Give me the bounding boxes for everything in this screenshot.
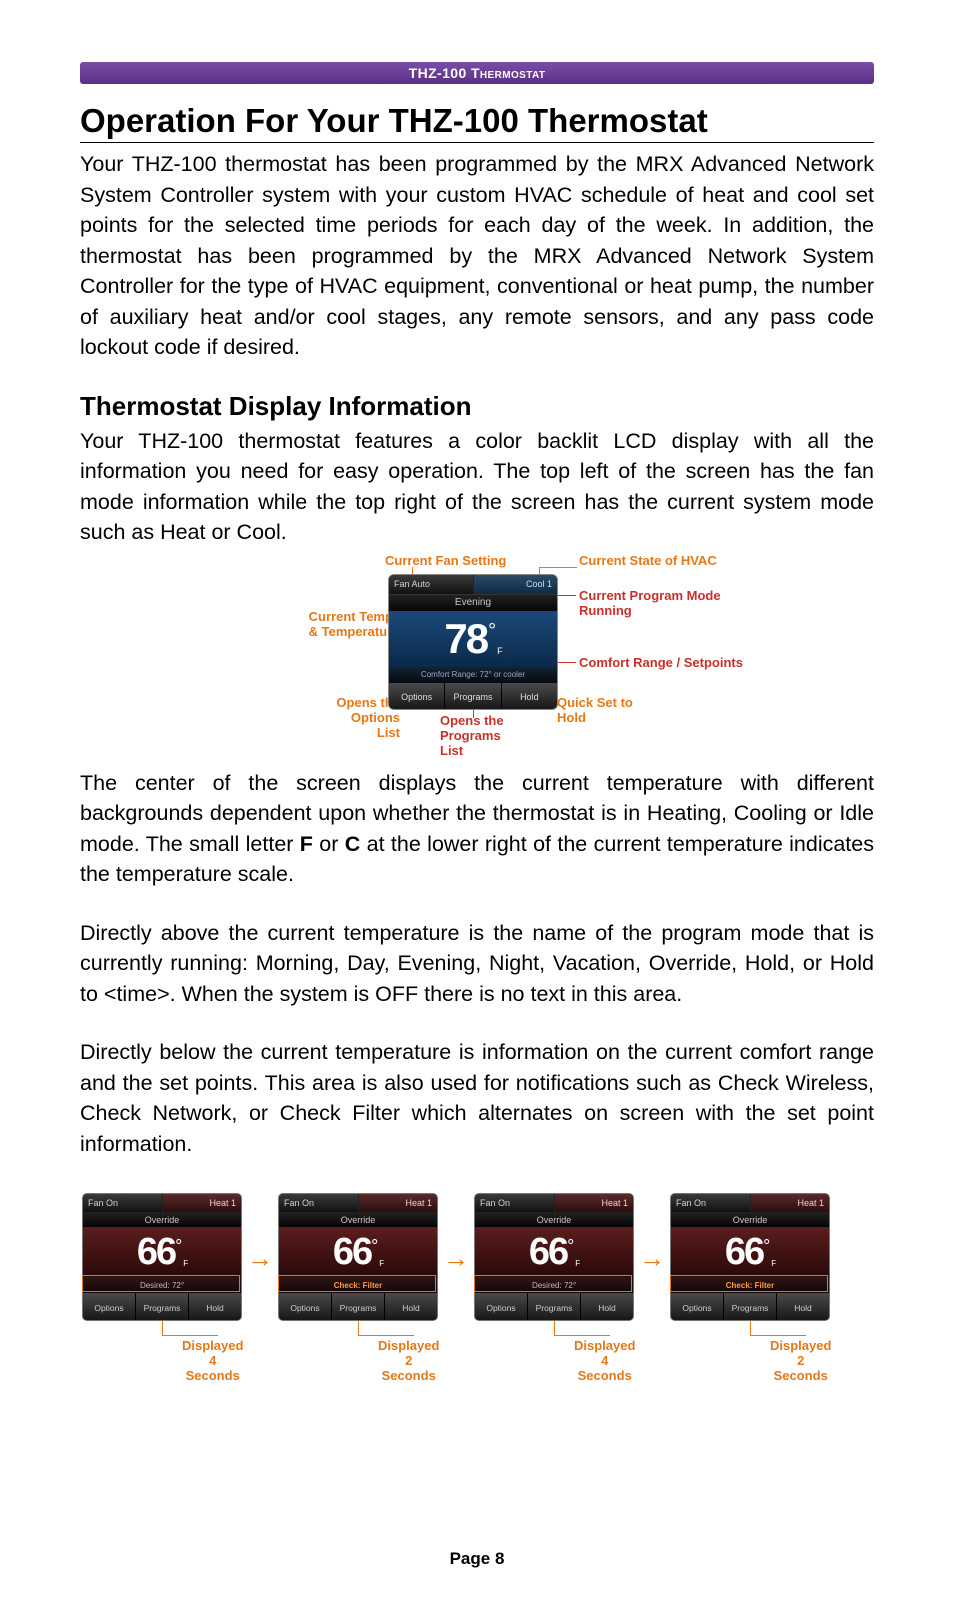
arrow-icon: →: [242, 1243, 278, 1274]
mini-btn-options[interactable]: Options: [671, 1293, 724, 1321]
thermo-btn-programs[interactable]: Programs: [445, 683, 501, 710]
mini4-mode: Heat 1: [750, 1194, 830, 1212]
thermo-btn-options[interactable]: Options: [389, 683, 445, 710]
mini-btn-programs[interactable]: Programs: [528, 1293, 581, 1321]
para-temp-display: The center of the screen displays the cu…: [80, 768, 874, 890]
thermo-temp-display: 78°F: [389, 611, 557, 667]
page-title: Operation For Your THZ-100 Thermostat: [80, 102, 874, 143]
mini-btn-hold[interactable]: Hold: [385, 1293, 437, 1321]
mini-btn-hold[interactable]: Hold: [189, 1293, 241, 1321]
para-program-mode: Directly above the current temperature i…: [80, 918, 874, 1010]
mini1-temp: 66°F: [83, 1227, 241, 1277]
mini-btn-programs[interactable]: Programs: [136, 1293, 189, 1321]
mini2-comfort: Check: Filter: [279, 1277, 437, 1293]
header-band: THZ-100 Thermostat: [80, 62, 874, 84]
mini2-duration: Displayed2 Seconds: [378, 1339, 439, 1384]
arrow-icon: →: [438, 1243, 474, 1274]
mini3-duration: Displayed4 Seconds: [574, 1339, 635, 1384]
mini4-comfort: Check: Filter: [671, 1277, 829, 1293]
mini4-program: Override: [671, 1212, 829, 1227]
thermostat-alternating-diagram: Fan On Heat 1 Override 66°F Desired: 72°…: [82, 1193, 872, 1393]
mini1-fan: Fan On: [83, 1194, 162, 1212]
thermo-btn-hold[interactable]: Hold: [502, 683, 557, 710]
mini2-fan: Fan On: [279, 1194, 358, 1212]
mini-panel-2: Fan On Heat 1 Override 66°F Check: Filte…: [278, 1193, 438, 1321]
thermo-comfort-range: Comfort Range: 72° or cooler: [389, 667, 557, 683]
mini4-fan: Fan On: [671, 1194, 750, 1212]
mini-btn-hold[interactable]: Hold: [777, 1293, 829, 1321]
section-title-display-info: Thermostat Display Information: [80, 391, 874, 422]
mini-btn-hold[interactable]: Hold: [581, 1293, 633, 1321]
mini1-program: Override: [83, 1212, 241, 1227]
mini3-fan: Fan On: [475, 1194, 554, 1212]
mini3-program: Override: [475, 1212, 633, 1227]
page-number: Page 8: [0, 1549, 954, 1569]
arrow-icon: →: [634, 1243, 670, 1274]
callout-programs-btn: Opens theProgramsList: [440, 714, 504, 759]
thermostat-diagram-main: Current Fan Setting Current State of HVA…: [197, 554, 757, 754]
mini1-comfort: Desired: 72°: [83, 1277, 241, 1293]
mini1-duration: Displayed4 Seconds: [182, 1339, 243, 1384]
header-product: THZ-100 Thermostat: [409, 65, 546, 81]
mini2-temp: 66°F: [279, 1227, 437, 1277]
thermo-fan-mode: Fan Auto: [389, 575, 473, 594]
mini4-temp: 66°F: [671, 1227, 829, 1277]
callout-hvac-state: Current State of HVAC: [579, 554, 717, 569]
mini1-mode: Heat 1: [162, 1194, 242, 1212]
mini-panel-1: Fan On Heat 1 Override 66°F Desired: 72°…: [82, 1193, 242, 1321]
callout-program-running: Current Program Mode Running: [579, 589, 757, 619]
mini2-program: Override: [279, 1212, 437, 1227]
mini3-comfort: Desired: 72°: [475, 1277, 633, 1293]
thermo-system-mode: Cool 1: [473, 575, 558, 594]
display-info-paragraph: Your THZ-100 thermostat features a color…: [80, 426, 874, 548]
mini-btn-options[interactable]: Options: [83, 1293, 136, 1321]
mini-btn-programs[interactable]: Programs: [724, 1293, 777, 1321]
mini2-mode: Heat 1: [358, 1194, 438, 1212]
para-comfort-range: Directly below the current temperature i…: [80, 1037, 874, 1159]
intro-paragraph: Your THZ-100 thermostat has been program…: [80, 149, 874, 363]
mini-btn-programs[interactable]: Programs: [332, 1293, 385, 1321]
callout-comfort-range: Comfort Range / Setpoints: [579, 656, 743, 671]
callout-fan-setting: Current Fan Setting: [385, 554, 506, 569]
mini-btn-options[interactable]: Options: [279, 1293, 332, 1321]
callout-hold-btn: Quick Set toHold: [557, 696, 633, 726]
mini3-temp: 66°F: [475, 1227, 633, 1277]
mini4-duration: Displayed2 Seconds: [770, 1339, 831, 1384]
thermostat-screen: Fan Auto Cool 1 Evening 78°F Comfort Ran…: [388, 574, 558, 710]
thermo-program-mode: Evening: [389, 595, 557, 611]
mini-panel-4: Fan On Heat 1 Override 66°F Check: Filte…: [670, 1193, 830, 1321]
mini-btn-options[interactable]: Options: [475, 1293, 528, 1321]
mini-panel-3: Fan On Heat 1 Override 66°F Desired: 72°…: [474, 1193, 634, 1321]
mini3-mode: Heat 1: [554, 1194, 634, 1212]
